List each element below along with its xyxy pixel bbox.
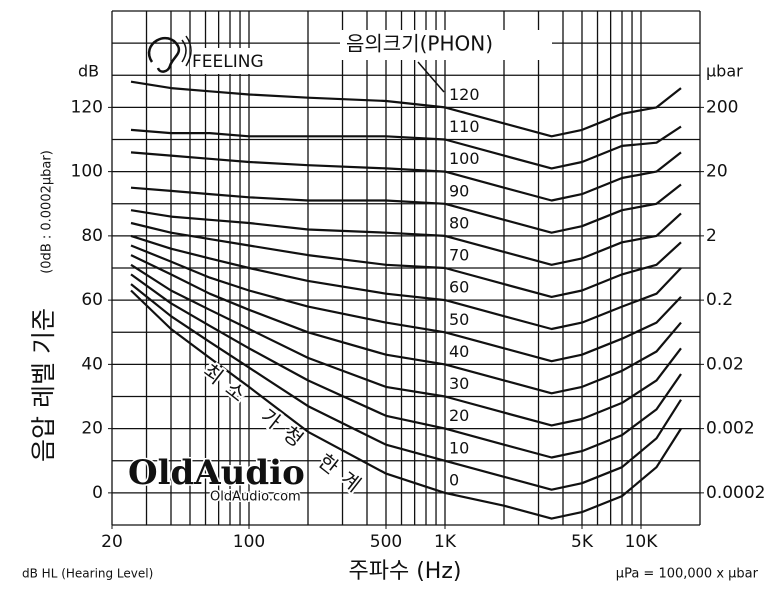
curve-label: 100 xyxy=(449,149,480,168)
watermark-url: OldAudio.com xyxy=(210,490,301,505)
x-tick-label: 1K xyxy=(434,532,457,552)
y-tick-label: 60 xyxy=(81,290,103,310)
y2-tick-label: 0.2 xyxy=(706,290,733,310)
feeling-bg xyxy=(190,48,286,74)
sound-waves xyxy=(181,35,192,67)
loudness-curve xyxy=(130,125,682,170)
y-tick-label: 80 xyxy=(81,226,103,246)
loudness-curve xyxy=(130,221,682,298)
y-axis-subtitle: (0dB : 0.0002μbar) xyxy=(40,150,55,274)
curve-label: 70 xyxy=(449,246,469,265)
y-axis-title: 음압 레벨 기준 xyxy=(29,308,58,462)
curve-label: 120 xyxy=(449,85,480,104)
watermark: OldAudio xyxy=(128,453,305,493)
loudness-curve xyxy=(130,254,682,395)
x-tick-label: 500 xyxy=(370,532,402,552)
loudness-curve xyxy=(130,209,682,266)
loudness-curve xyxy=(130,273,682,459)
y2-tick-label: 0.0002 xyxy=(706,483,765,503)
grid xyxy=(111,10,701,526)
phon-bg xyxy=(340,30,552,60)
x-tick-label: 5K xyxy=(571,532,594,552)
x-tick-label: 10K xyxy=(625,532,659,552)
phon-arrow xyxy=(417,61,445,93)
curves xyxy=(130,80,682,520)
loudness-curve xyxy=(130,151,682,202)
curve-label: 110 xyxy=(449,117,480,136)
loudness-curve xyxy=(130,234,682,331)
curve-label: 80 xyxy=(449,213,469,232)
curve-label: 20 xyxy=(449,406,469,425)
phon-title: 음의크기(PHON) xyxy=(346,32,493,56)
footer-left: dB HL (Hearing Level) xyxy=(22,567,153,581)
feeling-label: FEELING xyxy=(192,52,264,72)
x-axis-title: 주파수 (Hz) xyxy=(349,559,462,584)
y2-tick-label: 2 xyxy=(706,226,717,246)
y-tick-label: 40 xyxy=(81,354,103,374)
y2-unit: μbar xyxy=(706,62,743,81)
footer-right: μPa = 100,000 x μbar xyxy=(616,567,759,582)
x-tick-label: 20 xyxy=(101,532,123,552)
loudness-curve xyxy=(130,263,682,427)
loudness-curve xyxy=(130,80,682,138)
curve-label: 40 xyxy=(449,342,469,361)
ear-icon xyxy=(148,36,181,73)
curve-label: 10 xyxy=(449,438,469,457)
y-tick-label: 20 xyxy=(81,419,103,439)
y2-tick-label: 0.002 xyxy=(706,419,755,439)
loudness-curve xyxy=(130,289,682,520)
curve-label: 0 xyxy=(449,470,459,489)
y-tick-label: 100 xyxy=(71,162,103,182)
y-unit: dB xyxy=(78,62,99,81)
x-tick-label: 100 xyxy=(233,532,265,552)
y2-tick-label: 0.02 xyxy=(706,354,744,374)
curve-label: 90 xyxy=(449,181,469,200)
curve-label: 50 xyxy=(449,310,469,329)
curve-label: 60 xyxy=(449,278,469,297)
loudness-curve xyxy=(130,183,682,234)
y-tick-label: 0 xyxy=(92,483,103,503)
y2-tick-label: 20 xyxy=(706,162,728,182)
loudness-curve xyxy=(130,283,682,491)
loudness-curve xyxy=(130,244,682,363)
y2-tick-label: 200 xyxy=(706,97,738,117)
curve-label: 30 xyxy=(449,374,469,393)
y-tick-label: 120 xyxy=(71,97,103,117)
